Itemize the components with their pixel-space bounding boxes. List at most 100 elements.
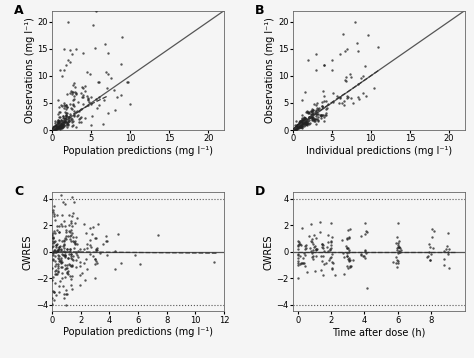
- Point: [327, 220, 335, 226]
- Point: [394, 260, 401, 266]
- Point: [75, 108, 83, 114]
- Point: [66, 47, 73, 53]
- Point: [294, 255, 301, 261]
- Point: [291, 126, 299, 132]
- Point: [342, 48, 349, 54]
- Point: [291, 127, 298, 132]
- Point: [69, 238, 77, 243]
- Point: [49, 127, 56, 132]
- Point: [88, 101, 95, 106]
- Point: [53, 124, 60, 130]
- Point: [51, 280, 59, 286]
- Point: [58, 238, 66, 244]
- Point: [296, 122, 304, 127]
- Point: [73, 241, 81, 247]
- Point: [49, 207, 56, 213]
- Point: [291, 126, 299, 131]
- Point: [57, 125, 65, 131]
- Point: [51, 125, 58, 131]
- Point: [69, 256, 76, 262]
- Point: [355, 96, 363, 102]
- Point: [48, 265, 56, 271]
- Point: [93, 261, 100, 266]
- Point: [62, 237, 70, 242]
- Point: [51, 258, 59, 264]
- Point: [51, 126, 59, 132]
- Point: [58, 103, 66, 109]
- Point: [305, 115, 312, 120]
- Point: [314, 107, 322, 113]
- Point: [54, 124, 62, 129]
- Point: [301, 117, 309, 123]
- Point: [307, 115, 314, 120]
- Point: [298, 260, 305, 266]
- Point: [355, 81, 362, 87]
- Point: [68, 230, 75, 236]
- Point: [60, 123, 67, 129]
- Point: [344, 95, 351, 101]
- Point: [69, 97, 76, 103]
- Point: [49, 127, 57, 132]
- Point: [392, 240, 399, 246]
- Point: [77, 90, 84, 96]
- Point: [303, 121, 311, 126]
- Point: [294, 123, 302, 129]
- Point: [298, 225, 306, 231]
- Point: [53, 241, 61, 247]
- Point: [50, 126, 57, 132]
- Point: [50, 127, 57, 132]
- Point: [441, 256, 448, 261]
- Point: [310, 101, 318, 107]
- Point: [50, 126, 58, 132]
- Point: [103, 252, 111, 258]
- Point: [292, 125, 300, 131]
- Point: [71, 199, 78, 205]
- Point: [70, 211, 77, 216]
- Point: [307, 238, 315, 244]
- Point: [55, 269, 62, 275]
- Point: [298, 112, 305, 118]
- Point: [58, 270, 66, 276]
- Point: [55, 110, 63, 115]
- Point: [96, 102, 103, 108]
- Point: [291, 126, 298, 132]
- Point: [393, 264, 401, 270]
- Point: [301, 122, 309, 127]
- Point: [308, 115, 316, 121]
- Point: [92, 96, 100, 102]
- Point: [68, 218, 75, 224]
- Point: [295, 119, 303, 125]
- Point: [312, 246, 319, 252]
- Point: [63, 113, 70, 119]
- Point: [53, 126, 60, 132]
- Point: [60, 46, 68, 52]
- Point: [61, 109, 69, 115]
- X-axis label: Individual predictions (mg l⁻¹): Individual predictions (mg l⁻¹): [306, 146, 452, 156]
- Point: [114, 94, 121, 100]
- Point: [68, 106, 76, 112]
- Point: [55, 104, 63, 110]
- Point: [118, 34, 126, 40]
- Point: [308, 115, 316, 121]
- Point: [362, 228, 369, 234]
- Point: [55, 124, 62, 129]
- Point: [294, 123, 301, 129]
- Point: [318, 99, 326, 105]
- Point: [320, 114, 328, 120]
- Point: [60, 115, 67, 121]
- Point: [48, 127, 56, 133]
- Point: [291, 125, 299, 131]
- Point: [362, 250, 370, 256]
- Point: [72, 264, 79, 270]
- Point: [301, 90, 309, 95]
- Point: [53, 126, 60, 132]
- Point: [319, 242, 327, 248]
- Point: [55, 124, 62, 129]
- Point: [295, 124, 303, 129]
- Text: B: B: [255, 4, 264, 16]
- Point: [95, 94, 103, 100]
- Point: [298, 123, 305, 129]
- Point: [292, 126, 299, 132]
- Point: [299, 121, 306, 127]
- Point: [315, 105, 323, 111]
